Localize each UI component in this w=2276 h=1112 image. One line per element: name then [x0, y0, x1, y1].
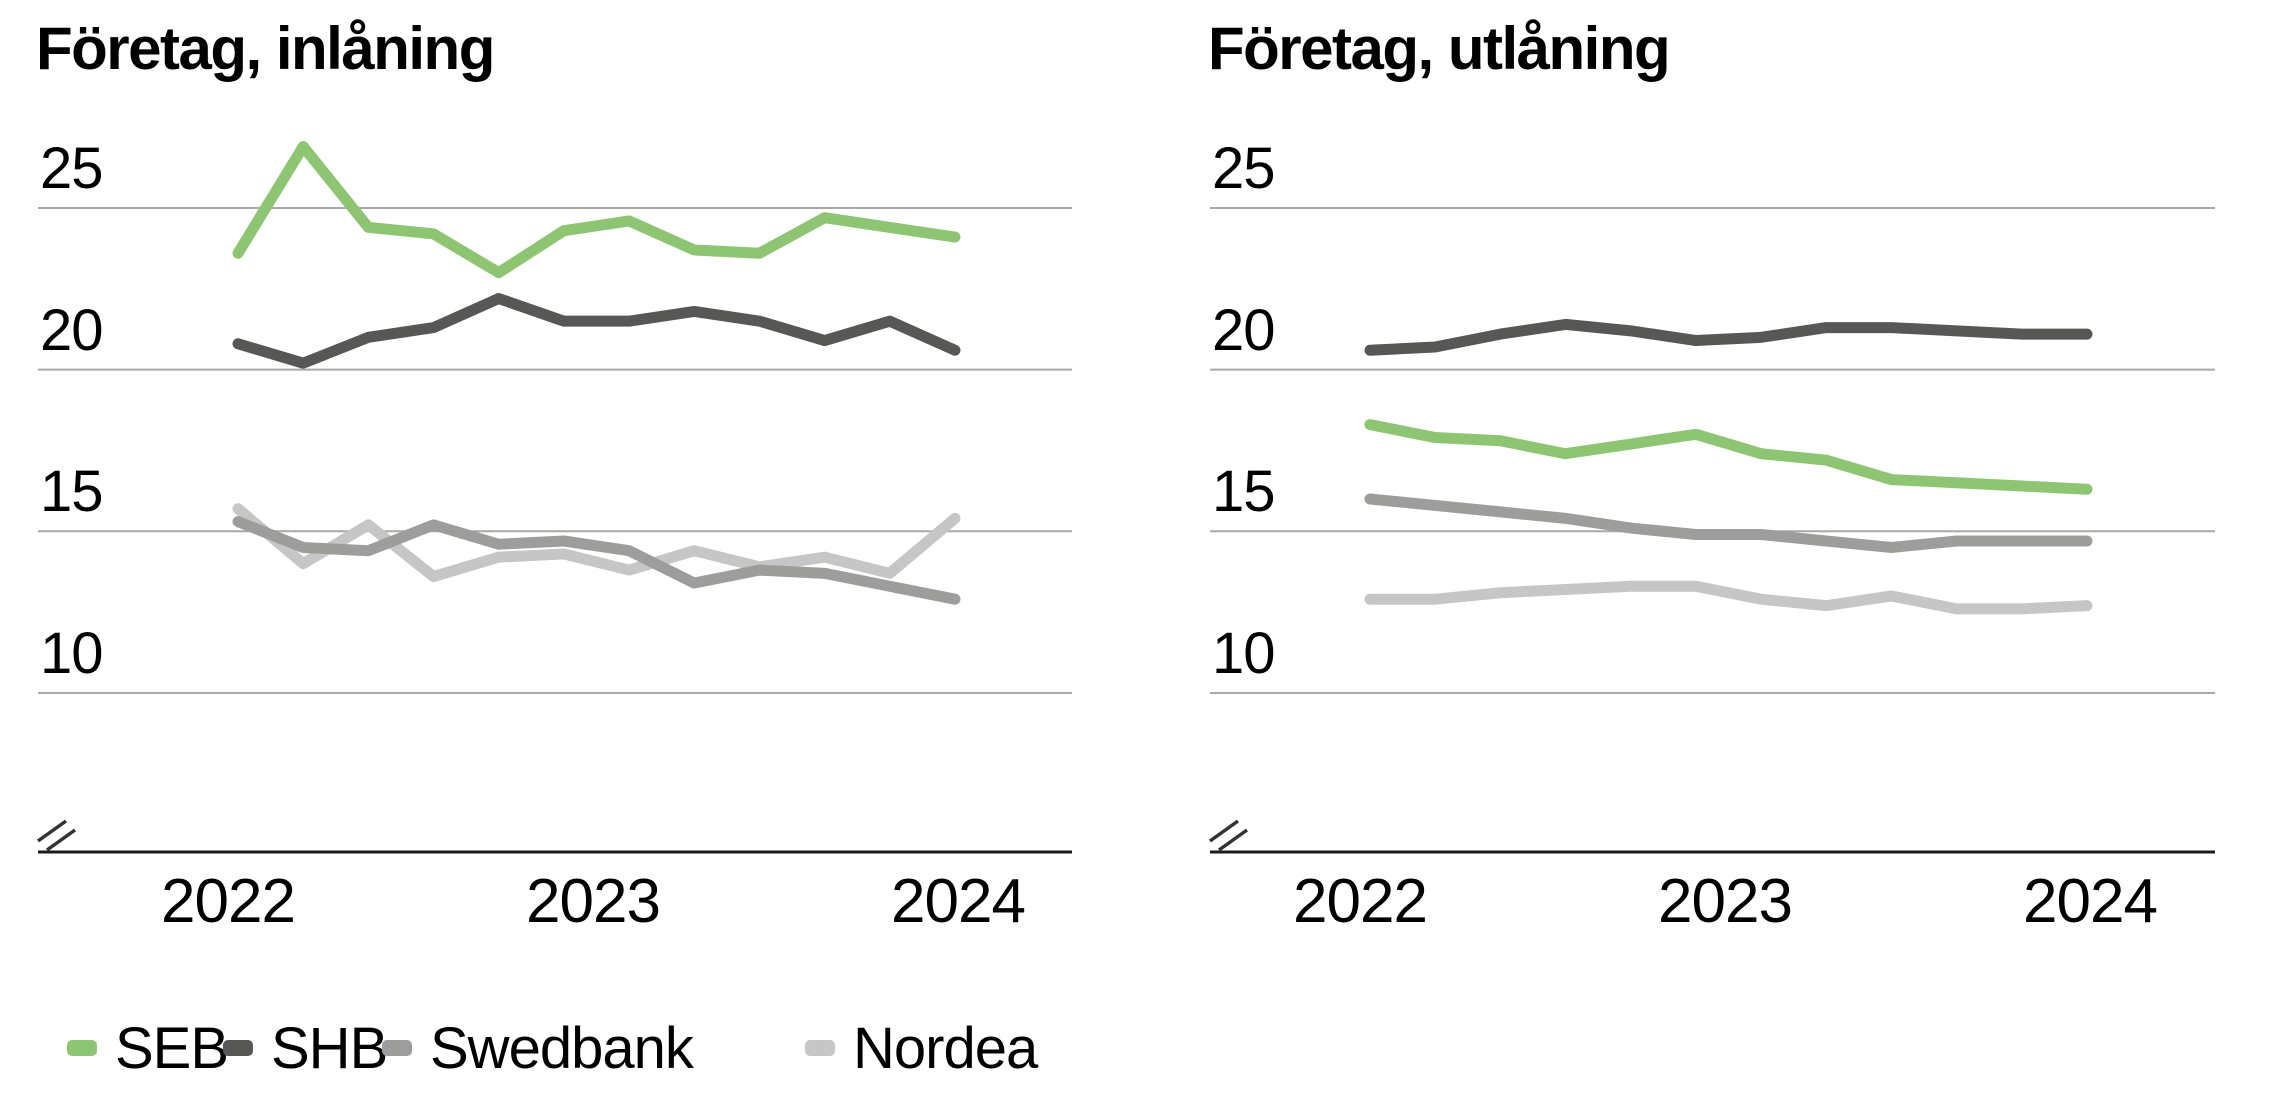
y-tick-label: 25	[1212, 136, 1276, 201]
y-tick-label: 15	[40, 459, 104, 525]
y-tick-label: 20	[40, 297, 104, 363]
legend-item-nordea: Nordea	[805, 1016, 1038, 1081]
legend-label: SHB	[271, 1015, 388, 1081]
x-tick-label: 2022	[1293, 867, 1428, 936]
y-tick-label: 10	[40, 620, 104, 686]
x-tick-label: 2022	[161, 867, 296, 936]
seb-line-swatch-icon	[67, 1040, 97, 1056]
legend-label: Nordea	[853, 1015, 1038, 1081]
y-tick-label: 15	[1212, 459, 1276, 525]
swedbank-line-swatch-icon	[382, 1040, 412, 1056]
legend-item-swedbank: Swedbank	[382, 1016, 694, 1081]
legend-item-shb: SHB	[223, 1016, 388, 1081]
legend-label: Swedbank	[430, 1015, 694, 1081]
shb-line-swatch-icon	[223, 1040, 253, 1056]
x-tick-label: 2023	[526, 867, 661, 936]
x-tick-label: 2024	[2023, 867, 2158, 936]
y-tick-label: 20	[1212, 297, 1276, 363]
legend-item-seb: SEB	[67, 1016, 229, 1081]
y-tick-label: 25	[40, 136, 104, 201]
x-tick-label: 2023	[1658, 867, 1793, 936]
legend-label: SEB	[115, 1015, 229, 1081]
y-tick-label: 10	[1212, 620, 1276, 686]
nordea-line-swatch-icon	[805, 1040, 835, 1056]
left-chart-title: Företag, inlåning	[36, 15, 495, 82]
x-tick-label: 2024	[891, 867, 1026, 936]
right-chart-title: Företag, utlåning	[1208, 15, 1671, 82]
